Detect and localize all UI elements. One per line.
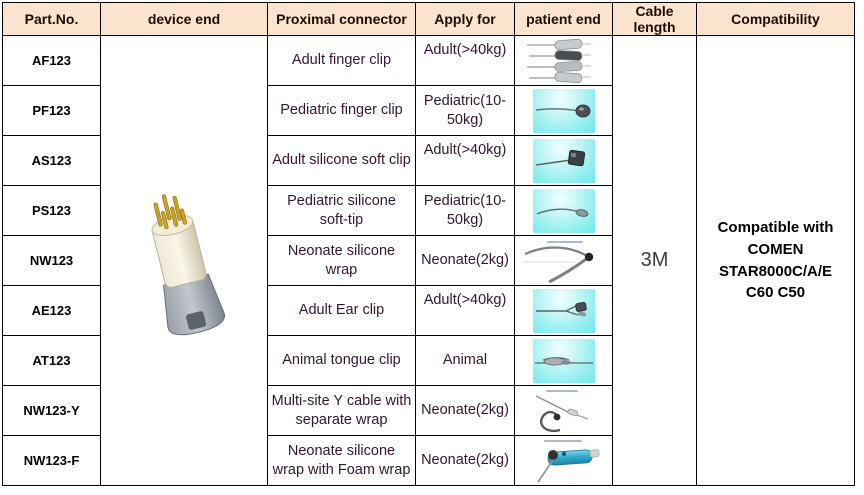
col-header-part-no: Part.No. bbox=[2, 2, 101, 36]
table-row: PF123 Pediatric finger clip Pediatric(10… bbox=[2, 85, 855, 136]
proximal-connector-cell: Adult Ear clip bbox=[267, 285, 416, 336]
pediatric-finger-clip-icon bbox=[532, 88, 595, 133]
col-header-apply-for: Apply for bbox=[415, 2, 515, 36]
proximal-connector-cell: Animal tongue clip bbox=[267, 335, 416, 386]
table-row: PS123 Pediatric silicone soft-tip Pediat… bbox=[2, 185, 855, 236]
part-no-cell: PF123 bbox=[2, 85, 101, 136]
adult-finger-clips-icon bbox=[516, 38, 611, 84]
apply-for-cell: Adult(>40kg) bbox=[415, 135, 515, 186]
proximal-connector-cell: Pediatric finger clip bbox=[267, 85, 416, 136]
pediatric-silicone-soft-tip-icon bbox=[532, 188, 595, 233]
part-no-cell: PS123 bbox=[2, 185, 101, 236]
patient-end-cell bbox=[514, 335, 613, 386]
part-no-cell: AT123 bbox=[2, 335, 101, 386]
spo2-connector-plug-icon bbox=[102, 182, 266, 340]
part-no-cell: AS123 bbox=[2, 135, 101, 186]
apply-for-cell: Adult(>40kg) bbox=[415, 285, 515, 336]
patient-end-cell bbox=[514, 235, 613, 286]
col-header-compatibility: Compatibility bbox=[696, 2, 855, 36]
adult-silicone-soft-clip-icon bbox=[532, 138, 595, 183]
multisite-y-cable-icon bbox=[516, 388, 611, 434]
part-no-cell: NW123-F bbox=[2, 435, 101, 486]
patient-end-cell bbox=[514, 85, 613, 136]
apply-for-cell: Pediatric(10-50kg) bbox=[415, 185, 515, 236]
proximal-connector-cell: Neonate silicone wrap bbox=[267, 235, 416, 286]
compatibility-cell: Compatible with COMEN STAR8000C/A/E C60 … bbox=[696, 35, 855, 486]
apply-for-cell: Neonate(2kg) bbox=[415, 235, 515, 286]
animal-tongue-clip-icon bbox=[532, 338, 595, 383]
cable-length-cell: 3M bbox=[612, 35, 697, 486]
proximal-connector-cell: Adult finger clip bbox=[267, 35, 416, 86]
table-row: NW123-F Neonate silicone wrap with Foam … bbox=[2, 435, 855, 486]
part-no-cell: NW123 bbox=[2, 235, 101, 286]
apply-for-cell: Neonate(2kg) bbox=[415, 385, 515, 436]
neonate-foam-wrap-icon bbox=[516, 438, 611, 484]
table-row: AF123 bbox=[2, 35, 855, 486]
patient-end-cell bbox=[514, 285, 613, 336]
patient-end-cell bbox=[514, 135, 613, 186]
proximal-connector-cell: Pediatric silicone soft-tip bbox=[267, 185, 416, 236]
proximal-connector-cell: Neonate silicone wrap with Foam wrap bbox=[267, 435, 416, 486]
adult-ear-clip-icon bbox=[532, 288, 595, 333]
part-no-cell: NW123-Y bbox=[2, 385, 101, 436]
patient-end-cell bbox=[514, 385, 613, 436]
col-header-device-end: device end bbox=[100, 2, 268, 36]
patient-end-cell bbox=[514, 435, 613, 486]
col-header-patient-end: patient end bbox=[514, 2, 613, 36]
table-row: AT123 Animal tongue clip Animal bbox=[2, 335, 855, 386]
sensor-compatibility-table: Part.No. device end Proximal connector A… bbox=[2, 2, 855, 486]
apply-for-cell: Adult(>40kg) bbox=[415, 35, 515, 86]
patient-end-cell bbox=[514, 35, 613, 86]
apply-for-cell: Pediatric(10-50kg) bbox=[415, 85, 515, 136]
proximal-connector-cell: Multi-site Y cable with separate wrap bbox=[267, 385, 416, 436]
col-header-proximal-connector: Proximal connector bbox=[267, 2, 416, 36]
device-end-cell bbox=[100, 35, 268, 486]
patient-end-cell bbox=[514, 185, 613, 236]
header-row: Part.No. device end Proximal connector A… bbox=[2, 2, 855, 36]
table-row: AE123 Adult Ear clip Adult(>40kg) bbox=[2, 285, 855, 336]
apply-for-cell: Animal bbox=[415, 335, 515, 386]
apply-for-cell: Neonate(2kg) bbox=[415, 435, 515, 486]
table-row: NW123-Y Multi-site Y cable with separate… bbox=[2, 385, 855, 436]
table-row: AS123 Adult silicone soft clip Adult(>40… bbox=[2, 135, 855, 186]
col-header-cable-length: Cable length bbox=[612, 2, 697, 36]
part-no-cell: AE123 bbox=[2, 285, 101, 336]
part-no-cell: AF123 bbox=[2, 35, 101, 86]
neonate-silicone-wrap-icon bbox=[516, 238, 611, 284]
proximal-connector-cell: Adult silicone soft clip bbox=[267, 135, 416, 186]
